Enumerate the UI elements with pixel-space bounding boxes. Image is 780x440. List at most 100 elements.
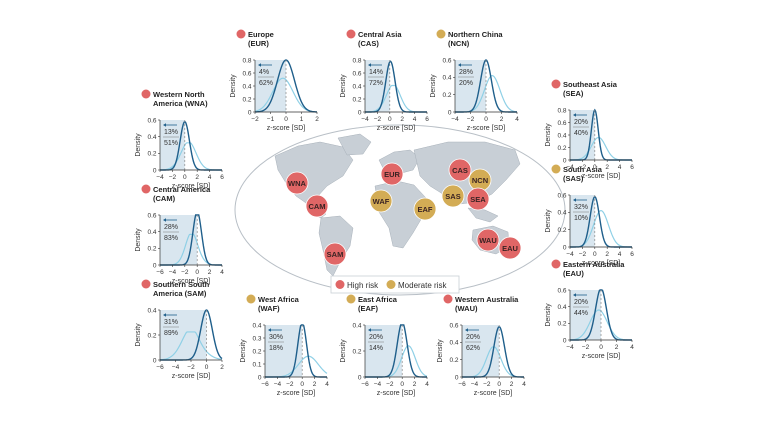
panel-x-tick-sas-2: 0	[593, 251, 597, 258]
panel-title-line-eaf-0: East Africa	[358, 295, 398, 304]
panel-y-tick-sea-0: 0	[563, 157, 567, 164]
panel-x-tick-wna-4: 4	[208, 174, 212, 181]
panel-wau: Western Australia (WAU) −6 −4 −2 0 2 4 0 0.2 0.4 0.…	[437, 294, 526, 397]
panel-y-tick-wna-3: 0.6	[147, 117, 156, 124]
panel-x-tick-cas-0: −4	[361, 116, 369, 123]
map-marker-label-sas: SAS	[445, 192, 460, 201]
high-risk-legend-dot	[335, 280, 345, 289]
panel-y-tick-cas-3: 0.6	[352, 70, 361, 77]
panel-y-tick-wna-0: 0	[153, 167, 157, 174]
panel-y-tick-cas-4: 0.8	[352, 57, 361, 64]
panel-x-tick-cas-3: 2	[400, 116, 404, 123]
panel-title-line-sas-0: South Asia	[563, 165, 603, 174]
panel-x-label-eau: z-score [SD]	[582, 353, 621, 360]
panel-y-label-cas: Density	[340, 74, 347, 98]
panel-x-tick-ncn-1: −2	[467, 116, 475, 123]
panel-x-tick-eaf-1: −4	[374, 381, 382, 388]
panel-x-tick-eaf-3: 0	[400, 381, 404, 388]
panel-pct-top-cas: 14%	[369, 69, 383, 76]
map-marker-label-eur: EUR	[384, 170, 400, 179]
panel-pct-top-sea: 20%	[574, 119, 588, 126]
panel-title-line-cas-0: Central Asia	[358, 30, 402, 39]
panel-x-tick-sas-0: −4	[566, 251, 574, 258]
panel-x-label-eaf: z-score [SD]	[377, 390, 416, 397]
panel-title-line-ncn-0: Northern China	[448, 30, 503, 39]
panel-y-tick-wna-2: 0.4	[147, 134, 156, 141]
panel-y-tick-ncn-3: 0.6	[442, 57, 451, 64]
panel-x-tick-eau-1: −2	[582, 344, 590, 351]
panel-x-label-wau: z-score [SD]	[474, 390, 513, 397]
panel-y-tick-wna-1: 0.2	[147, 151, 156, 158]
panel-x-tick-wau-4: 2	[510, 381, 514, 388]
panel-x-tick-waf-4: 2	[313, 381, 317, 388]
panel-pct-top-wau: 20%	[466, 334, 480, 341]
panel-eau: Eastern Australia (EAU) −4 −2 0 2 4 0 0.2 0.4 0.6 z…	[545, 259, 634, 360]
panel-x-tick-ncn-2: 0	[484, 116, 488, 123]
map-marker-sas	[441, 184, 465, 208]
density-curve-light-sam	[159, 331, 223, 361]
panel-y-tick-ncn-2: 0.4	[442, 75, 451, 82]
panel-x-tick-wna-1: −2	[169, 174, 177, 181]
panel-y-tick-cam-2: 0.4	[147, 229, 156, 236]
panel-x-tick-eaf-2: −2	[386, 381, 394, 388]
panel-y-tick-eur-2: 0.4	[242, 83, 251, 90]
panel-title-line-waf-1: (WAF)	[258, 304, 280, 313]
panel-pct-bottom-wna: 51%	[164, 140, 178, 147]
panel-x-tick-eaf-0: −6	[361, 381, 369, 388]
panel-y-tick-eaf-2: 0.4	[352, 322, 361, 329]
panel-x-tick-cam-1: −4	[169, 269, 177, 276]
panel-pct-top-sam: 31%	[164, 319, 178, 326]
panel-y-tick-sas-3: 0.6	[557, 192, 566, 199]
panel-pct-top-eur: 4%	[259, 69, 269, 76]
panel-title-sam: Southern South America (SAM)	[153, 280, 210, 298]
panel-arrowhead-eaf	[368, 328, 371, 332]
panel-x-tick-cam-3: 0	[195, 269, 199, 276]
panel-title-ncn: Northern China (NCN)	[448, 30, 503, 48]
panel-eur: Europe (EUR) −2 −1 0 1 2 0 0.2 0.4 0.6 0.8 z-score […	[230, 29, 319, 132]
panel-pct-bottom-wau: 62%	[466, 345, 480, 352]
map-legend: High risk Moderate risk	[330, 275, 460, 294]
panel-risk-dot-cas	[346, 29, 356, 39]
panel-risk-dot-eaf	[346, 294, 356, 304]
panel-risk-dot-cam	[141, 184, 151, 194]
panel-x-tick-sam-3: 0	[205, 364, 209, 371]
panel-y-label-wna: Density	[135, 133, 142, 157]
panel-x-tick-sea-5: 6	[630, 164, 634, 171]
panel-shade-sas	[570, 195, 595, 247]
panel-x-tick-sam-2: −2	[187, 364, 195, 371]
panel-x-tick-sea-2: 0	[593, 164, 597, 171]
panel-title-line-eau-0: Eastern Australia	[563, 260, 625, 269]
panel-x-label-waf: z-score [SD]	[277, 390, 316, 397]
panel-arrowhead-sea	[573, 113, 576, 117]
panel-x-tick-cas-1: −2	[374, 116, 382, 123]
moderate-risk-legend-dot	[386, 280, 396, 289]
panel-y-tick-ncn-0: 0	[448, 109, 452, 116]
panel-pct-bottom-sas: 10%	[574, 215, 588, 222]
world-map: WNA CAM SAM EUR WAF EAF CAS SAS NCN SEA WAU EAU Hig…	[234, 124, 566, 296]
panel-x-tick-eau-0: −4	[566, 344, 574, 351]
panel-pct-top-wna: 13%	[164, 129, 178, 136]
panel-y-label-eur: Density	[230, 74, 237, 98]
panel-title-line-cam-1: (CAM)	[153, 194, 176, 203]
panel-pct-bottom-eur: 62%	[259, 80, 273, 87]
panel-x-tick-sas-4: 4	[618, 251, 622, 258]
panel-x-label-ncn: z-score [SD]	[467, 125, 506, 132]
panel-title-line-wna-0: Western North	[153, 90, 205, 99]
panel-shade-wna	[160, 120, 185, 170]
panel-x-label-sea: z-score [SD]	[582, 173, 621, 180]
panel-x-tick-sas-1: −2	[579, 251, 587, 258]
panel-title-waf: West Africa (WAF)	[258, 295, 300, 313]
panel-x-tick-sam-1: −4	[172, 364, 180, 371]
map-marker-label-wau: WAU	[479, 236, 497, 245]
panel-y-tick-sas-2: 0.4	[557, 210, 566, 217]
panel-y-label-eaf: Density	[340, 339, 347, 363]
panel-y-tick-eaf-1: 0.2	[352, 348, 361, 355]
panel-x-tick-cam-5: 4	[220, 269, 224, 276]
panel-y-tick-eau-3: 0.6	[557, 287, 566, 294]
panel-title-line-sea-1: (SEA)	[563, 89, 584, 98]
map-marker-label-sam: SAM	[327, 250, 344, 259]
panel-pct-bottom-cam: 83%	[164, 235, 178, 242]
panel-pct-bottom-waf: 18%	[269, 345, 283, 352]
panel-y-tick-eur-1: 0.2	[242, 96, 251, 103]
panel-sea: Southeast Asia (SEA) −4 −2 0 2 4 6 0 0.2 0.4 0.6 0.8…	[545, 79, 634, 180]
